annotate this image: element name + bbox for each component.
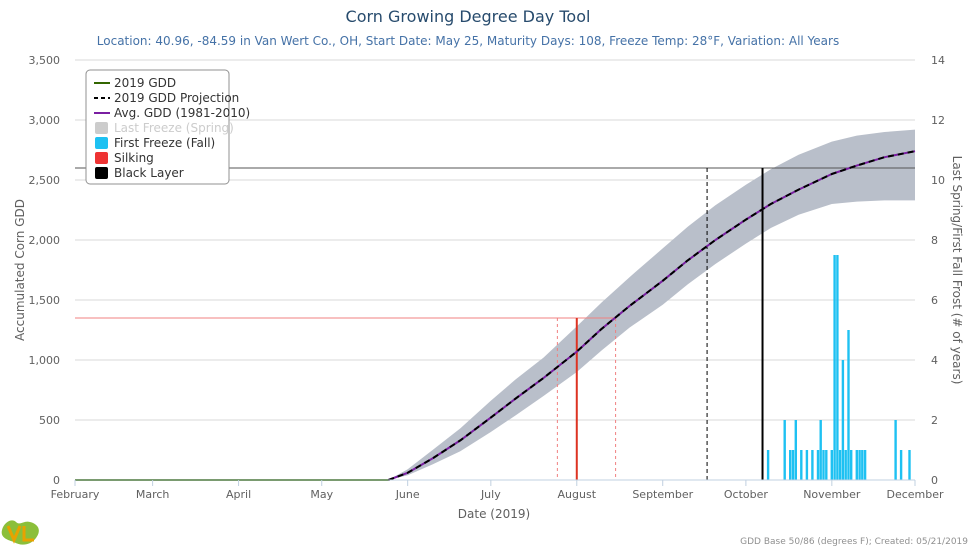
legend-item-label[interactable]: Silking — [114, 151, 154, 165]
legend-item-label[interactable]: Last Freeze (Spring) — [114, 121, 234, 135]
x-axis-ticks: February March April May June July August Septe… — [51, 480, 944, 501]
legend-item-label[interactable]: Avg. GDD (1981-2010) — [114, 106, 250, 120]
first-freeze-bar — [811, 450, 814, 480]
y-axis-left-title: Accumulated Corn GDD — [13, 199, 27, 341]
gdd-range-band — [388, 129, 915, 480]
gdd-range-area — [388, 129, 915, 480]
y-tick-label-left: 1,500 — [29, 294, 61, 307]
y-tick-label-left: 0 — [53, 474, 60, 487]
logo — [1, 520, 39, 545]
y-tick-label-right: 14 — [931, 54, 945, 67]
y-tick-label-left: 3,000 — [29, 114, 61, 127]
x-tick-label: July — [480, 488, 501, 501]
y-axis-right-ticks: 0 2 4 6 8 10 12 14 — [931, 54, 945, 487]
x-tick-label: February — [51, 488, 100, 501]
legend-symbol-box — [95, 137, 108, 149]
first-freeze-bar — [825, 450, 828, 480]
first-freeze-bar — [858, 450, 861, 480]
first-freeze-bar — [861, 450, 864, 480]
first-freeze-bar — [789, 450, 792, 480]
credit-text: GDD Base 50/86 (degrees F); Created: 05/… — [740, 537, 968, 547]
chart-title: Corn Growing Degree Day Tool — [346, 7, 591, 26]
legend-item-label[interactable]: First Freeze (Fall) — [114, 136, 215, 150]
legend-item-label[interactable]: Black Layer — [114, 166, 184, 180]
x-tick-label: June — [395, 488, 420, 501]
x-tick-label: May — [310, 488, 333, 501]
first-freeze-bar — [908, 450, 911, 480]
first-freeze-bar — [816, 450, 820, 480]
legend-item-label[interactable]: 2019 GDD Projection — [114, 91, 239, 105]
legend-symbol-box — [95, 167, 108, 179]
first-freeze-bar — [830, 450, 833, 480]
first-freeze-bar — [819, 420, 822, 480]
first-freeze-bar — [894, 420, 897, 480]
x-tick-label: October — [724, 488, 768, 501]
y-tick-label-left: 1,000 — [29, 354, 61, 367]
y-tick-label-right: 6 — [931, 294, 938, 307]
legend-symbol-box — [95, 152, 108, 164]
first-freeze-bar — [822, 450, 825, 480]
legend-symbol-box — [95, 122, 108, 134]
first-freeze-bar — [899, 450, 903, 480]
first-freeze-bar — [833, 255, 836, 480]
first-freeze-bar — [836, 255, 839, 480]
x-tick-label: April — [226, 488, 251, 501]
y-tick-label-right: 0 — [931, 474, 938, 487]
first-freeze-bar — [841, 360, 845, 480]
legend-box — [85, 69, 230, 185]
first-freeze-bar — [800, 450, 803, 480]
first-freeze-bar — [791, 450, 795, 480]
chart-subtitle: Location: 40.96, -84.59 in Van Wert Co.,… — [97, 34, 839, 48]
first-freeze-bar — [847, 330, 850, 480]
first-freeze-bar — [805, 450, 809, 480]
y-tick-label-right: 8 — [931, 234, 938, 247]
first-freeze-bars — [766, 255, 911, 480]
y-axis-left-ticks: 0 500 1,000 1,500 2,000 2,500 3,000 3,500 — [29, 54, 61, 487]
y-tick-label-left: 2,000 — [29, 234, 61, 247]
x-axis-title: Date (2019) — [458, 507, 530, 521]
y-tick-label-left: 500 — [39, 414, 60, 427]
first-freeze-bar — [794, 420, 797, 480]
first-freeze-bar — [850, 450, 853, 480]
y-tick-label-left: 2,500 — [29, 174, 61, 187]
first-freeze-bar — [863, 450, 867, 480]
y-tick-label-right: 2 — [931, 414, 938, 427]
first-freeze-bar — [766, 450, 770, 480]
y-tick-label-left: 3,500 — [29, 54, 61, 67]
x-tick-label: November — [803, 488, 861, 501]
x-tick-label: December — [886, 488, 944, 501]
x-tick-label: March — [136, 488, 170, 501]
first-freeze-bar — [855, 450, 858, 480]
first-freeze-bar — [844, 450, 847, 480]
first-freeze-bar — [783, 420, 786, 480]
y-tick-label-right: 12 — [931, 114, 945, 127]
y-axis-right-title: Last Spring/First Fall Frost (# of years… — [950, 156, 964, 385]
series-line-2019-gdd-projection — [387, 150, 916, 481]
legend-item-label[interactable]: 2019 GDD — [114, 76, 176, 90]
y-tick-label-right: 10 — [931, 174, 945, 187]
first-freeze-bar — [838, 450, 842, 480]
x-tick-label: August — [558, 488, 597, 501]
y-tick-label-right: 4 — [931, 354, 938, 367]
x-tick-label: September — [632, 488, 693, 501]
